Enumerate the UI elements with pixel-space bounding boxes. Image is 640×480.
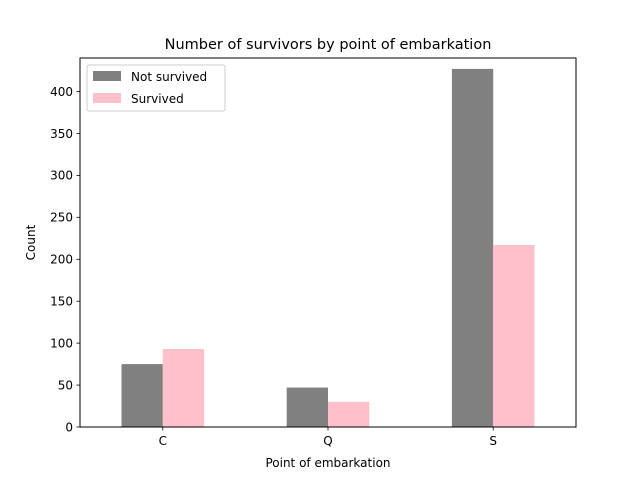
- bar-survived-s: [493, 245, 535, 427]
- x-tick-label: Q: [323, 434, 332, 448]
- legend-box: [86, 64, 226, 112]
- x-tick-label: S: [489, 434, 497, 448]
- chart-title: Number of survivors by point of embarkat…: [165, 37, 492, 53]
- y-tick-label: 150: [50, 295, 73, 309]
- y-tick-label: 250: [50, 211, 73, 225]
- bar-survived-q: [328, 401, 370, 427]
- plot-frame: [79, 57, 577, 428]
- legend-swatch: [93, 71, 121, 81]
- y-tick-label: 0: [65, 420, 73, 434]
- y-axis-label: Count: [24, 224, 38, 260]
- bar-survived-c: [162, 349, 205, 427]
- x-tick-label: C: [159, 434, 167, 448]
- y-tick-label: 100: [50, 336, 73, 350]
- y-tick-label: 300: [50, 169, 73, 183]
- x-axis-label: Point of embarkation: [265, 456, 390, 470]
- y-tick-label: 50: [58, 378, 73, 392]
- y-tick-label: 400: [50, 85, 73, 99]
- legend: Not survived Survived: [86, 64, 226, 112]
- bar-not-survived-q: [286, 387, 328, 427]
- legend-label: Not survived: [131, 70, 207, 84]
- legend-swatch: [93, 93, 121, 103]
- bar-not-survived-c: [121, 364, 163, 427]
- y-tick-label: 350: [50, 127, 73, 141]
- bar-not-survived-s: [451, 68, 494, 428]
- legend-label: Survived: [131, 92, 184, 106]
- y-tick-label: 200: [50, 253, 73, 267]
